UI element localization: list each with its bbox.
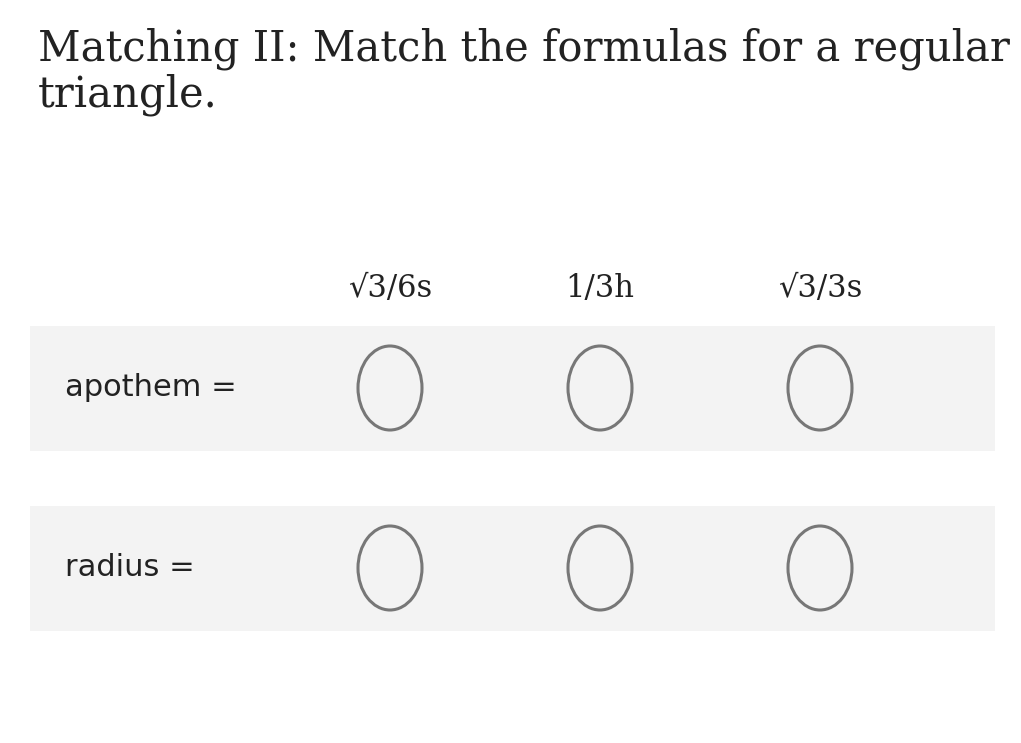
Text: Matching II: Match the formulas for a regular: Matching II: Match the formulas for a re…: [38, 28, 1010, 71]
Text: apothem =: apothem =: [65, 374, 237, 403]
Text: 1/3h: 1/3h: [566, 273, 634, 303]
Text: √3/6s: √3/6s: [348, 273, 432, 303]
Bar: [30, 325, 995, 450]
Bar: [30, 505, 995, 631]
Text: √3/3s: √3/3s: [778, 273, 862, 303]
Text: radius =: radius =: [65, 554, 195, 583]
Text: triangle.: triangle.: [38, 73, 217, 115]
